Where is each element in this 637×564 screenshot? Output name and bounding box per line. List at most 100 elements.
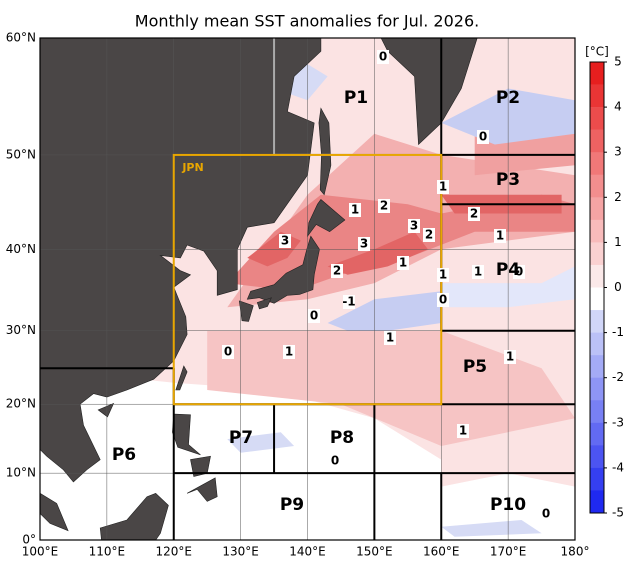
land [175, 365, 188, 391]
lon-label: 180° [561, 545, 590, 559]
contour-label: 1 [285, 345, 293, 359]
land [238, 300, 254, 322]
colorbar-band [590, 287, 604, 311]
lon-label: 130°E [222, 545, 259, 559]
lon-label: 170°E [490, 545, 527, 559]
land [172, 413, 201, 456]
land [40, 38, 322, 483]
contour-label: 1 [386, 331, 394, 345]
lon-label: 110°E [89, 545, 126, 559]
contour-label: 0 [542, 507, 550, 521]
region-label: P3 [496, 170, 520, 190]
colorbar-band [590, 422, 604, 446]
region-label: P9 [280, 495, 304, 515]
contour-label: 1 [399, 256, 407, 270]
contour-label-bg [377, 50, 389, 64]
region-label: P10 [490, 495, 526, 515]
region-label: P7 [229, 428, 253, 448]
contour-label-bg [437, 180, 449, 194]
contour-label: 2 [380, 199, 388, 213]
colorbar-band [590, 219, 604, 243]
contour-label-bg [472, 265, 484, 279]
contour-label: 3 [360, 237, 368, 251]
colorbar-band [590, 400, 604, 424]
anomaly-area [441, 520, 542, 537]
contour-label-bg [437, 268, 449, 282]
land [380, 38, 478, 146]
colorbar-band [590, 332, 604, 356]
anomaly-area [327, 291, 442, 331]
contour-label: 2 [470, 207, 478, 221]
colorbar-label: -1 [612, 325, 624, 339]
contour-label: 0 [515, 265, 523, 279]
contour-label: 3 [410, 219, 418, 233]
land [318, 107, 332, 196]
contour-label: 1 [351, 203, 359, 217]
contour-label-bg [349, 203, 361, 217]
contour-label-bg [423, 228, 435, 242]
lat-label: 10°N [6, 466, 36, 480]
contour-label-bg [283, 345, 295, 359]
colorbar-label: -5 [612, 506, 624, 520]
colorbar-band [590, 467, 604, 491]
colorbar-label: -2 [612, 370, 624, 384]
contour-label: 0 [379, 50, 387, 64]
contour-label: 1 [506, 350, 514, 364]
contour-label-bg [477, 130, 489, 144]
lon-label: 160°E [423, 545, 460, 559]
anomaly-area [327, 231, 428, 275]
colorbar-label: 0 [614, 280, 622, 294]
contour-label-bg [358, 237, 370, 251]
colorbar-band [590, 129, 604, 153]
contour-label: 0 [439, 293, 447, 307]
contour-label-bg [308, 309, 320, 323]
anomaly-area [207, 330, 575, 446]
colorbar-label: -3 [612, 415, 624, 429]
contour-label-bg [494, 229, 506, 243]
lon-label: 100°E [22, 545, 59, 559]
region-label: P2 [496, 88, 520, 108]
lon-label: 150°E [356, 545, 393, 559]
colorbar-band [590, 84, 604, 108]
colorbar-band [590, 264, 604, 288]
colorbar-band [590, 197, 604, 221]
contour-label: 1 [439, 268, 447, 282]
contour-label-bg [397, 256, 409, 270]
colorbar-band [590, 242, 604, 266]
contour-label: 3 [281, 234, 289, 248]
lat-label: 0° [22, 533, 36, 547]
colorbar-label: 1 [614, 235, 622, 249]
contour-label-bg [540, 507, 552, 521]
region-label: P4 [496, 260, 520, 280]
land [256, 297, 272, 310]
contour-label-bg [513, 265, 525, 279]
region-label: P1 [344, 88, 368, 108]
colorbar-band [590, 355, 604, 378]
colorbar-band [590, 174, 604, 198]
colorbar-band [590, 310, 604, 333]
land [186, 477, 218, 502]
contour-label-bg [408, 219, 420, 233]
contour-label-bg [437, 293, 449, 307]
colorbar-label: -4 [612, 460, 624, 474]
contour-label-bg [279, 234, 291, 248]
colorbar-band [590, 377, 604, 401]
colorbar-band [590, 152, 604, 176]
contour-label-bg [343, 295, 355, 309]
map-frame [39, 37, 576, 541]
lat-label: 20°N [6, 397, 36, 411]
contour-label-bg [468, 207, 480, 221]
contour-label: -1 [342, 295, 355, 309]
lon-label: 120°E [156, 545, 193, 559]
region-label: JPN [181, 161, 203, 174]
colorbar-label: 3 [614, 145, 622, 159]
colorbar-band [590, 490, 604, 514]
colorbar-label: 5 [614, 55, 622, 69]
contour-label-bg [457, 424, 469, 438]
colorbar-label: 2 [614, 190, 622, 204]
contour-label-bg [384, 331, 396, 345]
lat-label: 60°N [6, 31, 36, 45]
contour-label-bg [331, 264, 343, 278]
contour-label: 0 [310, 309, 318, 323]
